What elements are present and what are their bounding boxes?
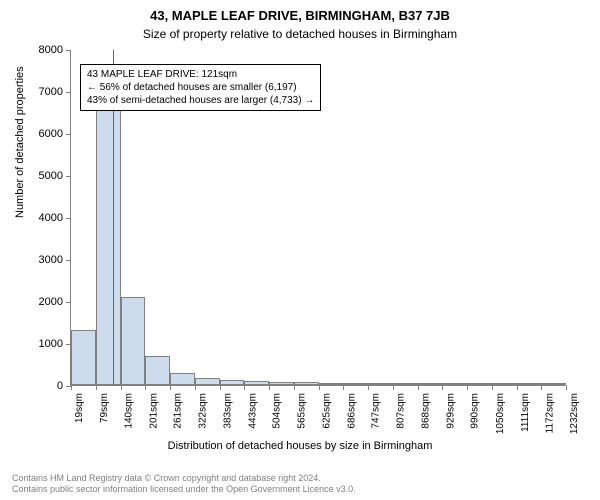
annotation-line1: 43 MAPLE LEAF DRIVE: 121sqm (87, 68, 314, 81)
xtick-mark (517, 385, 518, 390)
chart-subtitle: Size of property relative to detached ho… (0, 23, 600, 49)
histogram-bar (492, 383, 517, 385)
xtick-mark (121, 385, 122, 390)
xtick-mark (294, 385, 295, 390)
histogram-bar (343, 383, 368, 385)
chart-area: 01000200030004000500060007000800019sqm79… (70, 50, 565, 386)
annotation-line2: ← 56% of detached houses are smaller (6,… (87, 81, 314, 94)
ytick-label: 2000 (39, 296, 63, 308)
ytick-mark (66, 176, 71, 177)
histogram-bar (269, 382, 294, 385)
y-axis-label: Number of detached properties (14, 66, 26, 218)
ytick-label: 0 (57, 380, 63, 392)
xtick-mark (244, 385, 245, 390)
ytick-label: 5000 (39, 170, 63, 182)
histogram-bar (71, 330, 96, 385)
xtick-mark (319, 385, 320, 390)
histogram-bar (220, 380, 245, 385)
histogram-bar (96, 99, 121, 385)
xtick-mark (343, 385, 344, 390)
ytick-mark (66, 134, 71, 135)
histogram-bar (319, 383, 344, 385)
chart-title: 43, MAPLE LEAF DRIVE, BIRMINGHAM, B37 7J… (0, 0, 600, 23)
histogram-bar (418, 383, 443, 385)
histogram-bar (393, 383, 418, 385)
ytick-label: 7000 (39, 86, 63, 98)
ytick-mark (66, 92, 71, 93)
footer-line1: Contains HM Land Registry data © Crown c… (12, 473, 356, 485)
histogram-bar (517, 383, 542, 385)
ytick-mark (66, 302, 71, 303)
histogram-bar (244, 381, 269, 385)
histogram-bar (121, 297, 146, 385)
xtick-mark (393, 385, 394, 390)
histogram-bar (145, 356, 170, 385)
xtick-mark (467, 385, 468, 390)
footer-line2: Contains public sector information licen… (12, 484, 356, 496)
annotation-line3: 43% of semi-detached houses are larger (… (87, 94, 314, 107)
xtick-mark (96, 385, 97, 390)
ytick-mark (66, 218, 71, 219)
xtick-mark (541, 385, 542, 390)
xtick-mark (195, 385, 196, 390)
histogram-bar (442, 383, 467, 385)
ytick-mark (66, 50, 71, 51)
xtick-mark (269, 385, 270, 390)
footer-attribution: Contains HM Land Registry data © Crown c… (12, 473, 356, 496)
histogram-bar (195, 378, 220, 385)
xtick-mark (566, 385, 567, 390)
ytick-label: 3000 (39, 254, 63, 266)
xtick-mark (418, 385, 419, 390)
annotation-box: 43 MAPLE LEAF DRIVE: 121sqm ← 56% of det… (80, 64, 321, 111)
histogram-bar (368, 383, 393, 385)
histogram-bar (170, 373, 195, 385)
histogram-bar (294, 382, 319, 385)
xtick-mark (220, 385, 221, 390)
ytick-label: 4000 (39, 212, 63, 224)
xtick-mark (145, 385, 146, 390)
xtick-mark (71, 385, 72, 390)
histogram-bar (541, 383, 566, 385)
chart-container: 43, MAPLE LEAF DRIVE, BIRMINGHAM, B37 7J… (0, 0, 600, 500)
ytick-mark (66, 260, 71, 261)
x-axis-label: Distribution of detached houses by size … (0, 440, 600, 452)
ytick-label: 8000 (39, 44, 63, 56)
ytick-label: 1000 (39, 338, 63, 350)
histogram-bar (467, 383, 492, 385)
xtick-mark (442, 385, 443, 390)
xtick-mark (170, 385, 171, 390)
xtick-mark (368, 385, 369, 390)
ytick-label: 6000 (39, 128, 63, 140)
xtick-mark (492, 385, 493, 390)
